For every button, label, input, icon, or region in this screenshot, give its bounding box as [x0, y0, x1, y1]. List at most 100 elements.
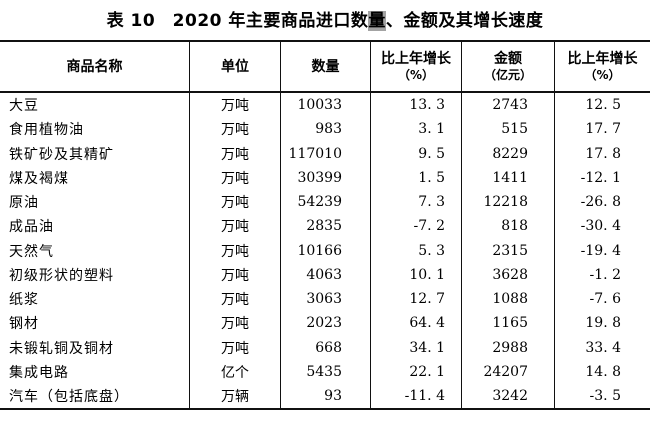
- header-commodity-name: 商品名称: [0, 42, 190, 91]
- cell-quantity: 668: [281, 335, 371, 360]
- cell-qty_growth: 5. 3: [371, 238, 462, 263]
- cell-unit: 万吨: [190, 141, 281, 166]
- cell-amount: 3628: [462, 262, 555, 287]
- cell-amount: 24207: [462, 359, 555, 384]
- table-row: 煤及褐煤 万吨 30399 1. 5 1411 -12. 1: [0, 165, 650, 190]
- header-amount: 金额 （亿元）: [462, 42, 555, 91]
- table-row: 未锻轧铜及铜材 万吨 668 34. 1 2988 33. 4: [0, 335, 650, 360]
- header-unit: 单位: [190, 42, 281, 91]
- cell-name: 集成电路: [0, 359, 190, 384]
- cell-amt_growth: 14. 8: [585, 363, 621, 380]
- cell-amount: 2743: [462, 93, 555, 118]
- header-sublabel: （%）: [584, 68, 621, 82]
- cell-amount: 818: [462, 214, 555, 239]
- table-body: 大豆 万吨 10033 13. 3 2743 12. 5 食用植物油 万吨 983 3. 1 515…: [0, 93, 650, 409]
- cell-name: 食用植物油: [0, 117, 190, 142]
- cell-qty_growth: 7. 3: [371, 190, 462, 215]
- header-label: 商品名称: [66, 58, 123, 75]
- cell-quantity: 54239: [281, 190, 371, 215]
- cell-quantity: 3063: [281, 287, 371, 312]
- table-row: 原油 万吨 54239 7. 3 12218 -26. 8: [0, 190, 650, 215]
- header-sublabel: （%）: [397, 68, 435, 82]
- cell-amount: 515: [462, 117, 555, 142]
- cell-amount: 1165: [462, 311, 555, 336]
- cell-quantity: 30399: [281, 165, 371, 190]
- cell-quantity: 117010: [281, 141, 371, 166]
- cell-name: 纸浆: [0, 287, 190, 312]
- cell-qty_growth: -11. 4: [371, 384, 462, 409]
- cell-name: 煤及褐煤: [0, 165, 190, 190]
- cell-quantity: 5435: [281, 359, 371, 384]
- cell-unit: 万吨: [190, 262, 281, 287]
- cell-amount: 1411: [462, 165, 555, 190]
- cell-amt_growth: -7. 6: [589, 291, 621, 308]
- cell-unit: 万吨: [190, 287, 281, 312]
- table-title: 表 10 2020 年主要商品进口数量、金额及其增长速度: [0, 8, 650, 34]
- cell-amount: 3242: [462, 384, 555, 409]
- cell-unit: 万吨: [190, 238, 281, 263]
- cell-amt_growth: -12. 1: [580, 169, 621, 186]
- cell-qty_growth: 10. 1: [371, 262, 462, 287]
- cell-amt_growth: 17. 8: [585, 145, 621, 162]
- header-sublabel: （亿元）: [483, 68, 532, 82]
- table-row: 大豆 万吨 10033 13. 3 2743 12. 5: [0, 93, 650, 118]
- cell-amt_growth: -19. 4: [580, 242, 621, 259]
- cell-name: 大豆: [0, 93, 190, 118]
- cell-amount: 1088: [462, 287, 555, 312]
- header-label: 金额: [494, 51, 522, 67]
- cell-quantity: 10166: [281, 238, 371, 263]
- cell-amount: 2315: [462, 238, 555, 263]
- cell-quantity: 10033: [281, 93, 371, 118]
- cell-amount: 2988: [462, 335, 555, 360]
- cell-quantity: 2023: [281, 311, 371, 336]
- cell-unit: 万吨: [190, 93, 281, 118]
- cell-name: 钢材: [0, 311, 190, 336]
- cell-amt_growth: -3. 5: [589, 388, 621, 405]
- title-highlighted-char: 量: [368, 11, 386, 31]
- table-row: 钢材 万吨 2023 64. 4 1165 19. 8: [0, 311, 650, 336]
- header-quantity: 数量: [281, 42, 371, 91]
- header-label: 数量: [311, 58, 340, 75]
- cell-amount: 12218: [462, 190, 555, 215]
- header-label: 比上年增长: [567, 51, 638, 67]
- table-row: 天然气 万吨 10166 5. 3 2315 -19. 4: [0, 238, 650, 263]
- header-label: 单位: [221, 58, 249, 75]
- cell-quantity: 2835: [281, 214, 371, 239]
- cell-amt_growth: 12. 5: [585, 97, 621, 114]
- cell-amt_growth: -30. 4: [580, 218, 621, 235]
- cell-qty_growth: 3. 1: [371, 117, 462, 142]
- cell-amt_growth: 33. 4: [585, 339, 621, 356]
- cell-name: 汽车（包括底盘）: [0, 384, 190, 409]
- cell-qty_growth: 34. 1: [371, 335, 462, 360]
- cell-unit: 万吨: [190, 165, 281, 190]
- cell-qty_growth: 12. 7: [371, 287, 462, 312]
- cell-qty_growth: -7. 2: [371, 214, 462, 239]
- table-row: 成品油 万吨 2835 -7. 2 818 -30. 4: [0, 214, 650, 239]
- cell-qty_growth: 9. 5: [371, 141, 462, 166]
- table-row: 汽车（包括底盘） 万辆 93 -11. 4 3242 -3. 5: [0, 384, 650, 409]
- header-label: 比上年增长: [381, 51, 451, 67]
- table-row: 集成电路 亿个 5435 22. 1 24207 14. 8: [0, 359, 650, 384]
- cell-qty_growth: 13. 3: [371, 93, 462, 118]
- cell-amt_growth: 17. 7: [585, 121, 621, 138]
- cell-unit: 万吨: [190, 311, 281, 336]
- cell-quantity: 4063: [281, 262, 371, 287]
- cell-name: 成品油: [0, 214, 190, 239]
- table-row: 纸浆 万吨 3063 12. 7 1088 -7. 6: [0, 287, 650, 312]
- title-part1: 表 10 2020 年主要商品进口数: [106, 11, 369, 31]
- cell-name: 天然气: [0, 238, 190, 263]
- cell-qty_growth: 1. 5: [371, 165, 462, 190]
- cell-unit: 万吨: [190, 117, 281, 142]
- cell-amount: 8229: [462, 141, 555, 166]
- table-header-row: 商品名称 单位 数量 比上年增长 （%） 金额 （亿元） 比上年增长 （%）: [0, 42, 650, 93]
- cell-unit: 万吨: [190, 190, 281, 215]
- table-row: 食用植物油 万吨 983 3. 1 515 17. 7: [0, 117, 650, 142]
- cell-unit: 万辆: [190, 384, 281, 409]
- cell-quantity: 93: [281, 384, 371, 409]
- cell-unit: 亿个: [190, 359, 281, 384]
- cell-qty_growth: 22. 1: [371, 359, 462, 384]
- cell-unit: 万吨: [190, 335, 281, 360]
- title-part2: 、金额及其增长速度: [385, 11, 544, 31]
- cell-amt_growth: -1. 2: [589, 266, 621, 283]
- cell-qty_growth: 64. 4: [371, 311, 462, 336]
